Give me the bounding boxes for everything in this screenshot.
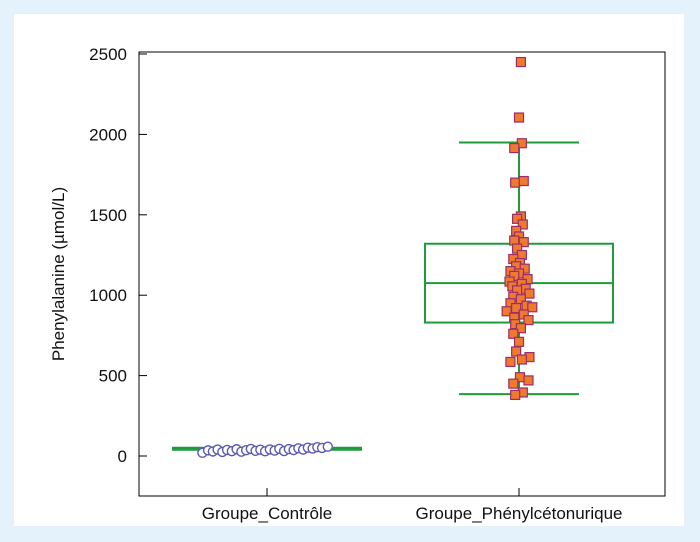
x-category-label: Groupe_Phénylcétonurique bbox=[416, 504, 623, 523]
y-tick-label: 2500 bbox=[89, 45, 127, 64]
y-tick-label: 500 bbox=[99, 367, 127, 386]
pku-point bbox=[517, 219, 528, 230]
x-axis: Groupe_Contrôle Groupe_Phénylcétonurique bbox=[202, 488, 623, 523]
x-category-label: Groupe_Contrôle bbox=[202, 504, 332, 523]
pku-point bbox=[505, 356, 516, 368]
figure-frame: 0 500 1000 1500 2000 2500 Groupe_Contrôle Grou… bbox=[14, 14, 684, 526]
pku-point bbox=[501, 306, 512, 317]
y-tick-label: 1000 bbox=[89, 286, 127, 305]
control-point bbox=[322, 441, 333, 452]
y-tick-label: 1500 bbox=[89, 206, 127, 225]
pku-point bbox=[518, 237, 529, 248]
y-axis-title: Phenylalanine (µmol/L) bbox=[49, 187, 68, 361]
pku-point bbox=[518, 175, 529, 187]
pku-point bbox=[516, 354, 527, 365]
pku-point bbox=[510, 389, 521, 400]
y-tick-label: 0 bbox=[118, 447, 127, 466]
pku-point bbox=[512, 213, 523, 224]
pku-point bbox=[523, 315, 534, 326]
pku-point bbox=[513, 336, 525, 347]
y-tick-label: 2000 bbox=[89, 125, 127, 144]
pku-point bbox=[523, 375, 534, 386]
pku-point bbox=[508, 378, 519, 389]
pku-point bbox=[508, 328, 519, 339]
pku-point bbox=[513, 112, 525, 123]
pku-point bbox=[527, 302, 538, 313]
pku-point bbox=[524, 288, 535, 299]
pku-point bbox=[515, 56, 526, 68]
pku-point bbox=[511, 346, 522, 357]
y-axis: 0 500 1000 1500 2000 2500 bbox=[89, 45, 147, 466]
pku-point bbox=[510, 177, 521, 188]
data-points bbox=[197, 56, 538, 458]
pku-point bbox=[509, 142, 520, 154]
plot-area bbox=[138, 51, 666, 497]
pku-point bbox=[515, 323, 526, 334]
